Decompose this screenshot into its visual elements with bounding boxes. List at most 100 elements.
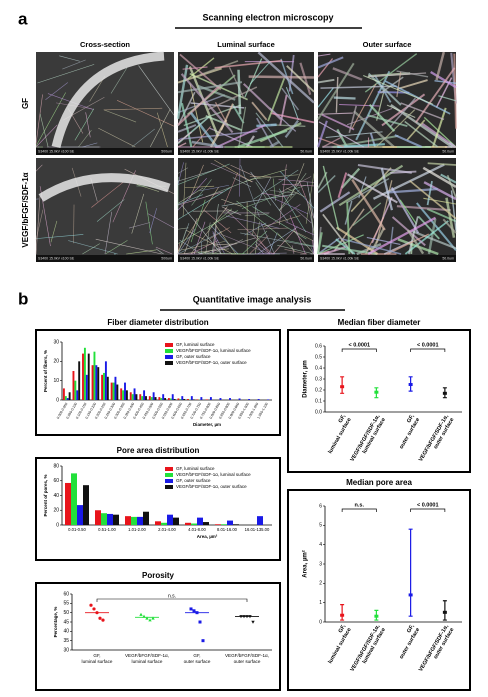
- fiber-texture: [177, 229, 187, 255]
- point: [139, 612, 143, 616]
- fiber-texture: [91, 181, 124, 208]
- fiber-texture: [293, 230, 314, 242]
- image-scale: 500um: [161, 256, 172, 260]
- bar: [143, 511, 149, 525]
- x-tick-label: GF,: [406, 413, 416, 424]
- fiber-texture: [311, 247, 315, 255]
- y-tick-label: 55: [63, 601, 69, 607]
- y-axis-label: Percentage, %: [53, 607, 58, 638]
- significance-label: n.s.: [168, 593, 176, 599]
- fiber-texture: [126, 249, 156, 255]
- fiber-texture: [404, 120, 439, 148]
- fiber-texture: [380, 167, 394, 211]
- fiber-texture: [179, 53, 222, 91]
- y-axis-label: Percent of fibers, %: [43, 350, 48, 392]
- y-axis-label: Area, µm²: [302, 550, 309, 577]
- bar: [197, 517, 203, 525]
- sem-image: S3400 15.0kV x100 SE 500um: [35, 158, 175, 262]
- legend-label: VEGF/bFGF/SDF-1α, luminal surface: [176, 348, 251, 353]
- significance-bracket: [341, 348, 377, 352]
- fiber-texture: [375, 180, 393, 244]
- fiber-texture: [177, 191, 223, 206]
- fiber-texture: [289, 215, 306, 255]
- fiber-texture: [210, 162, 254, 183]
- legend-label: GF, outer surface: [176, 354, 211, 359]
- fiber-texture: [199, 184, 229, 192]
- y-tick-label: 6: [319, 503, 322, 509]
- fiber-texture: [35, 234, 84, 239]
- bar: [82, 353, 84, 400]
- fiber-texture: [438, 95, 457, 102]
- bar: [155, 521, 161, 525]
- legend-swatch: [165, 343, 173, 347]
- legend-label: VEGF/bFGF/SDF-1α, outer surface: [176, 360, 247, 365]
- fiber-texture: [147, 213, 175, 229]
- fiber-texture: [245, 135, 255, 148]
- fiber-texture: [225, 215, 280, 229]
- bar: [192, 399, 195, 400]
- x-tick-label-group: GF,luminal surface: [327, 413, 352, 455]
- fiber-texture: [177, 227, 189, 230]
- fiber-texture: [272, 178, 276, 201]
- median-marker: [408, 593, 413, 597]
- x-tick-label: GF,: [338, 623, 348, 634]
- fiber-texture: [435, 51, 446, 81]
- x-tick-label: VEGF/bFGF/SDF-1α,: [350, 413, 382, 462]
- fiber-texture: [333, 134, 399, 148]
- legend-label: GF, luminal surface: [176, 342, 215, 347]
- fiber-texture: [426, 180, 433, 206]
- fiber-texture: [182, 66, 208, 70]
- significance-bracket: [96, 598, 248, 602]
- fiber-texture: [285, 221, 315, 236]
- fiber-texture: [319, 191, 351, 213]
- bar: [125, 516, 131, 525]
- fiber-texture: [281, 87, 300, 111]
- point: [245, 615, 249, 619]
- fiber-texture: [312, 239, 315, 255]
- fiber-texture: [189, 164, 204, 200]
- caption-bar: [318, 148, 456, 155]
- x-axis-label: Diameter, µm: [193, 422, 221, 427]
- x-tick-label: VEGF/bFGF/SDF-1α,: [350, 623, 382, 672]
- fiber-texture: [317, 62, 355, 120]
- x-tick-label: GF,: [93, 653, 100, 658]
- fiber-texture: [285, 86, 299, 121]
- bar: [160, 398, 163, 400]
- fiber-texture: [284, 119, 299, 138]
- fiber-texture: [367, 72, 427, 78]
- image-scale: 50.0um: [300, 149, 312, 153]
- fiber-texture: [317, 234, 364, 255]
- panel-label: a: [18, 9, 28, 28]
- fiber-texture: [278, 188, 307, 233]
- fiber-texture: [190, 206, 228, 255]
- fiber-texture: [155, 246, 173, 255]
- bar: [120, 388, 123, 400]
- bar: [72, 371, 75, 400]
- bar: [221, 524, 227, 525]
- legend-swatch: [165, 473, 173, 477]
- bar: [106, 376, 109, 400]
- fiber-texture: [198, 237, 257, 255]
- fiber-texture: [212, 239, 244, 255]
- bar: [185, 522, 191, 525]
- fiber-texture: [149, 208, 157, 233]
- chart-title: Median pore area: [346, 478, 412, 487]
- sem-image: S3400 15.0kV x1.00k SE 50.0um: [176, 51, 315, 155]
- fiber-texture: [337, 172, 348, 199]
- fiber-texture: [180, 73, 234, 134]
- bar: [143, 390, 146, 400]
- vessel-wall: [51, 51, 165, 149]
- fiber-texture: [224, 172, 239, 205]
- bar: [85, 374, 88, 400]
- image-scale: 50.0um: [300, 256, 312, 260]
- fiber-texture: [183, 130, 258, 140]
- chart-frame: [35, 457, 281, 561]
- significance-label: n.s.: [355, 502, 365, 508]
- bar: [139, 394, 142, 400]
- fiber-texture: [263, 215, 301, 227]
- fiber-texture: [177, 187, 204, 204]
- image-caption: S3400 15.0kV x100 SE: [38, 149, 75, 153]
- bar: [227, 520, 233, 525]
- significance-bracket: [410, 508, 446, 512]
- bar: [238, 398, 241, 400]
